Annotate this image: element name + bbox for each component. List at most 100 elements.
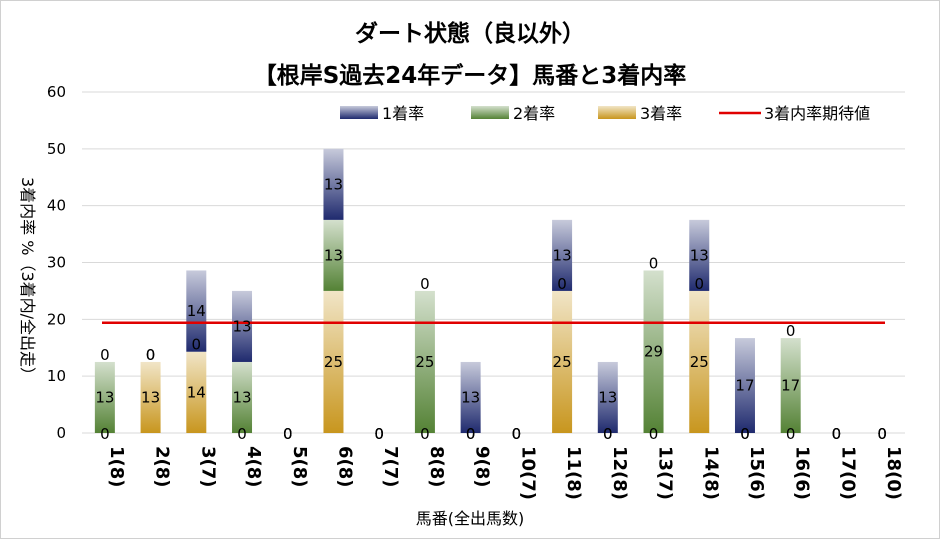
data-label: 0 xyxy=(649,425,659,443)
legend-label: 3着内率期待値 xyxy=(764,104,870,123)
data-label: 13 xyxy=(232,388,251,406)
data-label: 0 xyxy=(100,425,110,443)
data-label: 13 xyxy=(324,175,343,193)
data-label: 0 xyxy=(649,254,659,272)
axis-ticks: 0 10 20 30 40 50 60 1(8) 2(8) 3(7) 4(8) 5(8) 6(8) 7(7… xyxy=(47,83,904,500)
x-tick-label: 10(7) xyxy=(517,446,538,500)
bar-2着率 xyxy=(232,361,253,433)
x-tick-label: 9(8) xyxy=(472,446,493,488)
data-label: 17 xyxy=(781,377,800,395)
data-label: 0 xyxy=(146,346,156,364)
y-tick-label: 50 xyxy=(47,140,66,158)
data-label: 0 xyxy=(832,425,842,443)
x-tick-label: 3(7) xyxy=(197,446,218,488)
y-tick-label: 10 xyxy=(47,367,66,385)
data-label: 14 xyxy=(187,302,206,320)
data-label: 0 xyxy=(283,425,293,443)
data-label: 29 xyxy=(644,343,663,361)
chart-subtitle: 【根岸S過去24年データ】馬番と3着内率 xyxy=(253,63,687,89)
data-label: 0 xyxy=(146,346,156,364)
data-label: 0 xyxy=(512,425,522,443)
bar-1着率 xyxy=(323,148,344,220)
bar-2着率 xyxy=(94,361,115,433)
bar-1着率 xyxy=(552,219,573,291)
data-label: 13 xyxy=(232,317,251,335)
bar-2着率 xyxy=(643,270,664,433)
data-label: 0 xyxy=(420,425,430,443)
data-label: 13 xyxy=(553,246,572,264)
bar-2着率 xyxy=(414,290,435,433)
legend: 1着率 2着率 3着率 3着内率期待値 xyxy=(340,104,870,123)
bars xyxy=(94,148,801,433)
y-tick-label: 40 xyxy=(47,197,66,215)
data-label: 0 xyxy=(877,425,887,443)
data-label: 13 xyxy=(461,388,480,406)
x-tick-label: 13(7) xyxy=(655,446,676,500)
x-tick-label: 6(8) xyxy=(334,446,355,488)
data-label: 0 xyxy=(374,425,384,443)
data-label: 0 xyxy=(877,425,887,443)
chart-title: ダート状態（良以外） xyxy=(355,21,585,47)
legend-label: 1着率 xyxy=(382,104,424,123)
data-label: 25 xyxy=(553,353,572,371)
data-label: 0 xyxy=(557,275,567,293)
y-tick-label: 20 xyxy=(47,310,66,328)
data-label: 25 xyxy=(324,353,343,371)
data-label: 0 xyxy=(603,425,613,443)
x-tick-label: 1(8) xyxy=(106,446,127,488)
legend-swatch xyxy=(340,106,378,119)
x-tick-label: 16(6) xyxy=(792,446,813,500)
data-label: 0 xyxy=(694,275,704,293)
data-label: 0 xyxy=(877,425,887,443)
data-label: 0 xyxy=(466,425,476,443)
data-label: 0 xyxy=(374,425,384,443)
data-label: 0 xyxy=(374,425,384,443)
x-tick-label: 8(8) xyxy=(426,446,447,488)
data-label: 0 xyxy=(283,425,293,443)
data-label: 25 xyxy=(415,353,434,371)
data-label: 0 xyxy=(603,425,613,443)
x-tick-label: 14(8) xyxy=(700,446,721,500)
data-labels: 0 13 0 13 0 0 14 0 14 0 13 13 0 0 0 25 13 13 0 0 0 0 25 0 0 0 13 0 0… xyxy=(95,175,887,443)
data-label: 0 xyxy=(832,425,842,443)
data-label: 0 xyxy=(740,425,750,443)
bar-1着率 xyxy=(186,270,207,352)
bar-1着率 xyxy=(689,219,710,291)
x-tick-label: 2(8) xyxy=(152,446,173,488)
x-tick-label: 17(0) xyxy=(837,446,858,500)
bar-3着率 xyxy=(140,361,161,433)
bar-2着率 xyxy=(323,219,344,291)
data-label: 13 xyxy=(324,246,343,264)
data-label: 13 xyxy=(95,388,114,406)
data-label: 0 xyxy=(466,425,476,443)
data-label: 0 xyxy=(192,336,202,354)
data-label: 14 xyxy=(187,383,206,401)
y-axis-title: 3着内率 %（3着内/全出走） xyxy=(18,177,37,383)
bar-1着率 xyxy=(460,361,481,433)
x-tick-label: 11(8) xyxy=(563,446,584,500)
bar-3着率 xyxy=(323,290,344,433)
bar-3着率 xyxy=(186,351,207,433)
x-axis-title: 馬番(全出馬数) xyxy=(416,509,525,528)
bar-3着率 xyxy=(552,290,573,433)
legend-label: 2着率 xyxy=(513,104,555,123)
legend-swatch xyxy=(471,106,509,119)
y-tick-label: 30 xyxy=(47,254,66,272)
x-tick-label: 15(6) xyxy=(746,446,767,500)
data-label: 0 xyxy=(100,346,110,364)
data-label: 25 xyxy=(690,353,709,371)
data-label: 0 xyxy=(512,425,522,443)
y-tick-label: 0 xyxy=(56,424,66,442)
legend-label: 3着率 xyxy=(640,104,682,123)
y-tick-label: 60 xyxy=(47,83,66,101)
data-label: 0 xyxy=(740,425,750,443)
data-label: 13 xyxy=(141,388,160,406)
bar-3着率 xyxy=(689,290,710,433)
x-tick-label: 7(7) xyxy=(380,446,401,488)
data-label: 13 xyxy=(690,246,709,264)
x-tick-label: 4(8) xyxy=(243,446,264,488)
bar-1着率 xyxy=(734,338,755,433)
grid-lines xyxy=(82,91,905,434)
